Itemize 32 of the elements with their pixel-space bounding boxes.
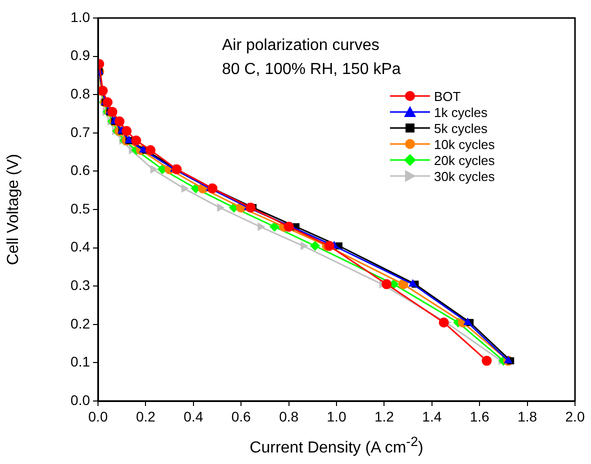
x-tick-label: 0.4 — [184, 408, 204, 424]
y-tick-label: 1.0 — [70, 8, 90, 25]
text: 80 C, 100% RH, 150 kPa — [222, 61, 401, 78]
x-tick-label: 1.0 — [326, 408, 346, 424]
text: Air polarization curves — [222, 37, 380, 54]
y-tick-label: 0.9 — [70, 47, 90, 64]
x-tick-label: 1.2 — [374, 408, 394, 424]
y-tick-label: 0.6 — [70, 162, 90, 178]
legend-label: BOT — [434, 88, 461, 104]
y-tick-label: 0.1 — [70, 354, 90, 370]
y-tick-label: 0.7 — [70, 124, 90, 140]
y-tick-label: 0.0 — [70, 392, 90, 408]
legend-label: 1k cycles — [434, 104, 488, 120]
x-tick-label: 1.6 — [470, 408, 490, 424]
y-tick-label: 0.4 — [70, 238, 90, 255]
y-axis-title: Cell Voltage (V) — [5, 154, 22, 266]
x-axis-title: Current Density (A cm$^{-2}$) — [248, 434, 424, 458]
x-tick-label: 1.4 — [422, 408, 442, 424]
x-tick-label: 0.0 — [88, 408, 108, 424]
x-tick-label: 0.6 — [231, 408, 252, 424]
y-tick-label: 0.3 — [70, 276, 90, 293]
y-tick-label: 0.8 — [70, 85, 90, 102]
y-tick-label: 0.5 — [70, 200, 90, 216]
x-tick-label: 1.8 — [518, 408, 538, 424]
legend-label: 5k cycles — [434, 120, 488, 136]
x-tick-label: 0.2 — [136, 408, 156, 424]
x-tick-label: 2.0 — [565, 408, 585, 424]
y-tick-label: 0.2 — [70, 315, 90, 332]
legend-label: 10k cycles — [434, 136, 495, 152]
x-tick-label: 0.8 — [279, 408, 299, 424]
legend-label: 20k cycles — [434, 152, 495, 168]
legend-label: 30k cycles — [434, 168, 495, 184]
